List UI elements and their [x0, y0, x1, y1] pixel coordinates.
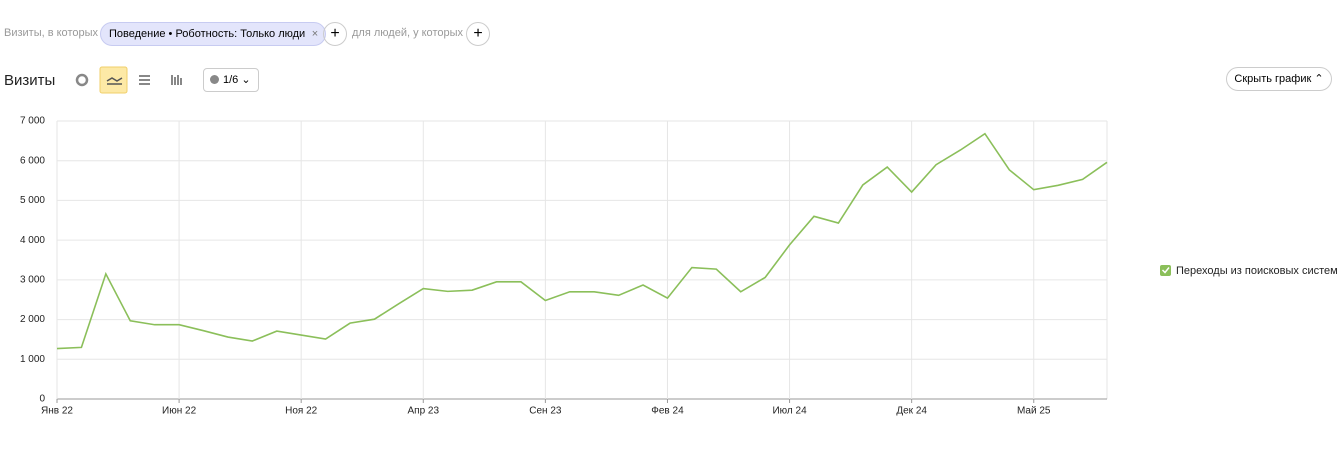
legend-label: Переходы из поисковых систем	[1176, 265, 1338, 277]
add-button[interactable]: +	[323, 22, 347, 46]
x-tick-label: Апр 23	[407, 406, 439, 417]
filter-suffix: для людей, у которых	[352, 27, 463, 39]
x-tick-label: Июл 24	[772, 406, 807, 417]
filter-prefix: Визиты, в которых	[4, 27, 98, 39]
bar-icon[interactable]	[171, 75, 182, 85]
series-line	[56, 132, 1108, 350]
y-tick-label: 6 000	[20, 155, 45, 166]
hide-chart-label: Скрыть график	[1234, 73, 1312, 85]
pie-icon[interactable]	[75, 73, 89, 87]
legend-swatch	[1160, 265, 1171, 276]
hide-chart-button[interactable]: Скрыть график ⌃	[1226, 67, 1332, 91]
x-tick-label: Ноя 22	[285, 406, 318, 417]
x-tick-label: Май 25	[1017, 406, 1051, 417]
y-tick-label: 0	[39, 394, 45, 405]
y-tick-label: 1 000	[20, 354, 45, 365]
line-icon[interactable]	[99, 66, 128, 94]
x-tick-label: Янв 22	[41, 406, 73, 417]
x-tick-label: Сен 23	[529, 406, 562, 417]
add-button[interactable]: +	[466, 22, 490, 46]
y-tick-label: 5 000	[20, 195, 45, 206]
x-tick-label: Фев 24	[651, 406, 684, 417]
chip-text: Поведение • Роботность: Только люди	[109, 28, 306, 40]
area-icon[interactable]	[139, 75, 150, 85]
chart-type-icons	[75, 66, 182, 94]
annotations-button[interactable]: 1/6 ⌄	[203, 68, 259, 92]
y-tick-label: 7 000	[20, 116, 45, 127]
legend-check	[1161, 267, 1170, 274]
annotations-count: 1/6	[223, 74, 239, 86]
y-tick-label: 2 000	[20, 314, 45, 325]
chip-close[interactable]: ×	[311, 28, 319, 40]
x-tick-label: Июн 22	[162, 406, 197, 417]
y-tick-label: 3 000	[20, 274, 45, 285]
y-tick-label: 4 000	[20, 235, 45, 246]
section-title: Визиты	[4, 72, 56, 89]
x-tick-label: Дек 24	[896, 406, 927, 417]
